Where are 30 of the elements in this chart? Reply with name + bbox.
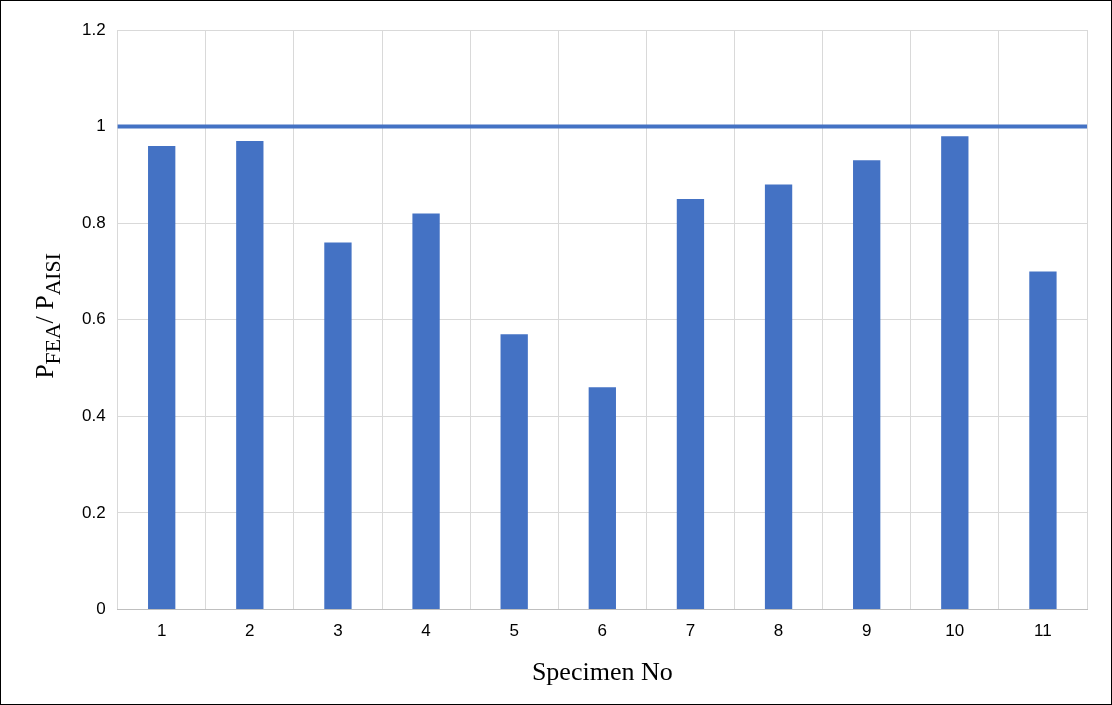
y-tick-label: 0.6 [81, 309, 106, 329]
x-tick-label: 3 [333, 621, 343, 641]
bar [500, 334, 528, 609]
bar [588, 387, 616, 609]
x-tick-label: 9 [861, 621, 872, 641]
y-tick-label: 0 [96, 599, 106, 619]
bar [148, 145, 176, 609]
x-tick-label: 1 [156, 621, 167, 641]
x-tick-label: 8 [773, 621, 784, 641]
x-tick-label: 7 [685, 621, 696, 641]
x-tick-label: 10 [945, 621, 965, 641]
y-tick-label: 0.8 [81, 212, 106, 232]
bar [764, 184, 793, 609]
x-tick-label: 2 [245, 621, 255, 641]
y-tick-label: 1 [96, 116, 106, 136]
bar [236, 141, 264, 609]
y-tick-label: 1.2 [81, 19, 106, 39]
bar [941, 136, 969, 609]
x-tick-label: 5 [509, 621, 519, 641]
y-tick-label: 0.2 [81, 502, 106, 522]
y-tick-label: 0.4 [81, 405, 106, 425]
x-tick-label: 4 [421, 621, 431, 641]
bar [412, 213, 440, 609]
bar [1029, 271, 1057, 609]
x-tick-label: 6 [597, 621, 608, 641]
bar [676, 198, 705, 609]
bar [324, 242, 352, 609]
x-axis-title: Specimen No [531, 657, 673, 687]
x-tick-label: 11 [1034, 621, 1052, 641]
bar [853, 160, 881, 609]
